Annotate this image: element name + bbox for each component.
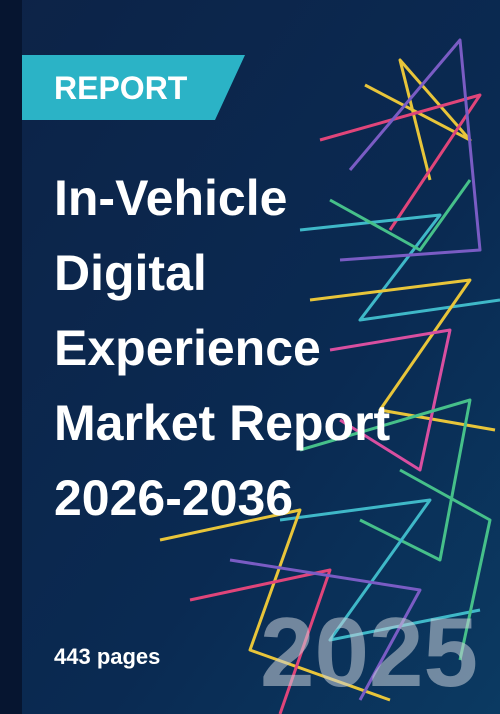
title-line: In-Vehicle	[54, 170, 287, 226]
spine	[0, 0, 22, 714]
decoration	[159, 38, 500, 714]
title-line: Market Report	[54, 395, 391, 451]
year: 2025	[260, 597, 478, 707]
title-line: Experience	[54, 320, 321, 376]
badge-text: REPORT	[54, 70, 188, 106]
badge	[22, 55, 245, 120]
page-count: 443 pages	[54, 644, 160, 669]
title-line: 2026-2036	[54, 470, 293, 526]
title-line: Digital	[54, 245, 207, 301]
